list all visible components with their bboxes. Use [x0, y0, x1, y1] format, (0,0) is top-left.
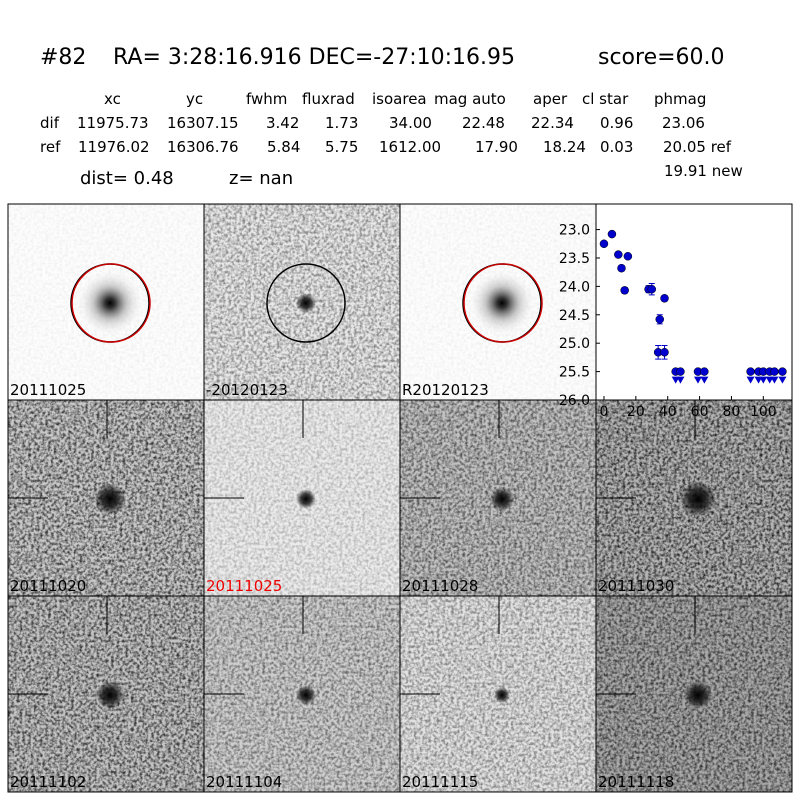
table-cell: 1612.00	[379, 138, 441, 156]
stamp-label: 20111102	[10, 773, 86, 791]
table-cell: 23.06	[662, 114, 705, 132]
stamp-label: 20111025	[10, 381, 86, 399]
y-tick-label: 24.0	[559, 279, 590, 295]
source	[76, 269, 144, 337]
aperture	[71, 263, 151, 343]
stamp-label: 20111028	[402, 577, 478, 595]
table-cell: 16307.15	[167, 114, 239, 132]
source	[468, 269, 536, 337]
point	[614, 250, 623, 259]
upper-limit-arrow	[759, 376, 768, 384]
y-tick-label: 23.0	[559, 223, 590, 239]
new-mag: 19.91 new	[664, 162, 743, 180]
table-cell: 5.84	[267, 138, 300, 156]
aperture	[266, 263, 346, 343]
y-tick-label: 25.5	[559, 365, 590, 381]
x-tick-label: 20	[627, 404, 645, 420]
stamp-label: 20111030	[598, 577, 674, 595]
y-tick-label: 24.5	[559, 308, 590, 324]
stamp-label: 20111020	[10, 577, 86, 595]
table-cell: 0.03	[600, 138, 633, 156]
x-tick-label: 80	[723, 404, 741, 420]
source	[490, 487, 514, 511]
y-tick-label: 25.0	[559, 336, 590, 352]
upper-limit-arrow	[778, 376, 787, 384]
table-cell: 22.34	[531, 114, 574, 132]
point	[623, 252, 633, 261]
dist: dist= 0.48	[80, 168, 174, 189]
stamp-label: 20111115	[402, 773, 478, 791]
table-cell: 5.75	[325, 138, 358, 156]
upper-limit-arrow	[693, 376, 702, 384]
point	[660, 294, 669, 303]
source	[296, 293, 316, 313]
source	[680, 481, 716, 517]
point	[655, 315, 664, 324]
coords: RA= 3:28:16.916 DEC=-27:10:16.95	[113, 45, 515, 70]
column-header: aper	[533, 90, 568, 108]
column-header: fluxrad	[302, 90, 355, 108]
aperture	[463, 263, 543, 343]
y-tick-label: 26.0	[559, 393, 590, 409]
x-tick-label: 60	[691, 404, 709, 420]
y-tick-label: 23.5	[559, 251, 590, 267]
table-cell: 20.05 ref	[663, 138, 732, 156]
source	[296, 685, 316, 705]
point	[599, 239, 609, 249]
table-cell: 11976.02	[78, 138, 150, 156]
table-cell: 17.90	[475, 138, 518, 156]
object-id: #82	[40, 45, 86, 70]
point	[770, 367, 779, 376]
point	[676, 367, 685, 376]
upper-limit-arrow	[676, 376, 685, 384]
x-tick-label: 40	[659, 404, 677, 420]
point	[620, 286, 629, 295]
point	[660, 348, 669, 357]
table-cell: 11975.73	[77, 114, 149, 132]
column-header: isoarea	[372, 90, 427, 108]
stamp-label: -20120123	[206, 381, 288, 399]
source	[494, 687, 510, 703]
score: score=60.0	[598, 45, 725, 70]
table-cell: 16306.76	[167, 138, 239, 156]
source	[296, 489, 316, 509]
point	[607, 229, 617, 239]
table-cell: dif	[40, 114, 60, 132]
redshift: z= nan	[229, 168, 293, 189]
upper-limit-arrow	[746, 376, 755, 384]
column-header: cl star	[582, 90, 629, 108]
source	[94, 483, 126, 515]
table-cell: 3.42	[266, 114, 299, 132]
point	[647, 284, 657, 294]
table-cell: 1.73	[325, 114, 358, 132]
point	[700, 367, 709, 376]
x-tick-label: 100	[750, 404, 777, 420]
point	[746, 367, 755, 376]
point	[778, 367, 787, 376]
table-cell: 0.96	[600, 114, 633, 132]
point	[617, 263, 626, 273]
stamp-frame	[595, 595, 793, 793]
column-header: phmag	[654, 90, 706, 108]
upper-limit-arrow	[770, 376, 779, 384]
stamp-label: 20111118	[598, 773, 674, 791]
column-header: mag auto	[434, 90, 506, 108]
upper-limit-arrow	[700, 376, 709, 384]
column-header: fwhm	[246, 90, 287, 108]
x-tick-label: 0	[600, 404, 609, 420]
table-cell: 18.24	[543, 138, 586, 156]
column-header: xc	[104, 90, 121, 108]
stamp-label: 20111025	[206, 577, 282, 595]
table-cell: ref	[40, 138, 61, 156]
table-cell: 34.00	[389, 114, 432, 132]
plot-area	[595, 203, 793, 401]
table-cell: 22.48	[462, 114, 505, 132]
source	[684, 681, 712, 709]
source	[96, 681, 124, 709]
stamp-label: 20111104	[206, 773, 282, 791]
stamp-label: R20120123	[402, 381, 489, 399]
column-header: yc	[186, 90, 203, 108]
